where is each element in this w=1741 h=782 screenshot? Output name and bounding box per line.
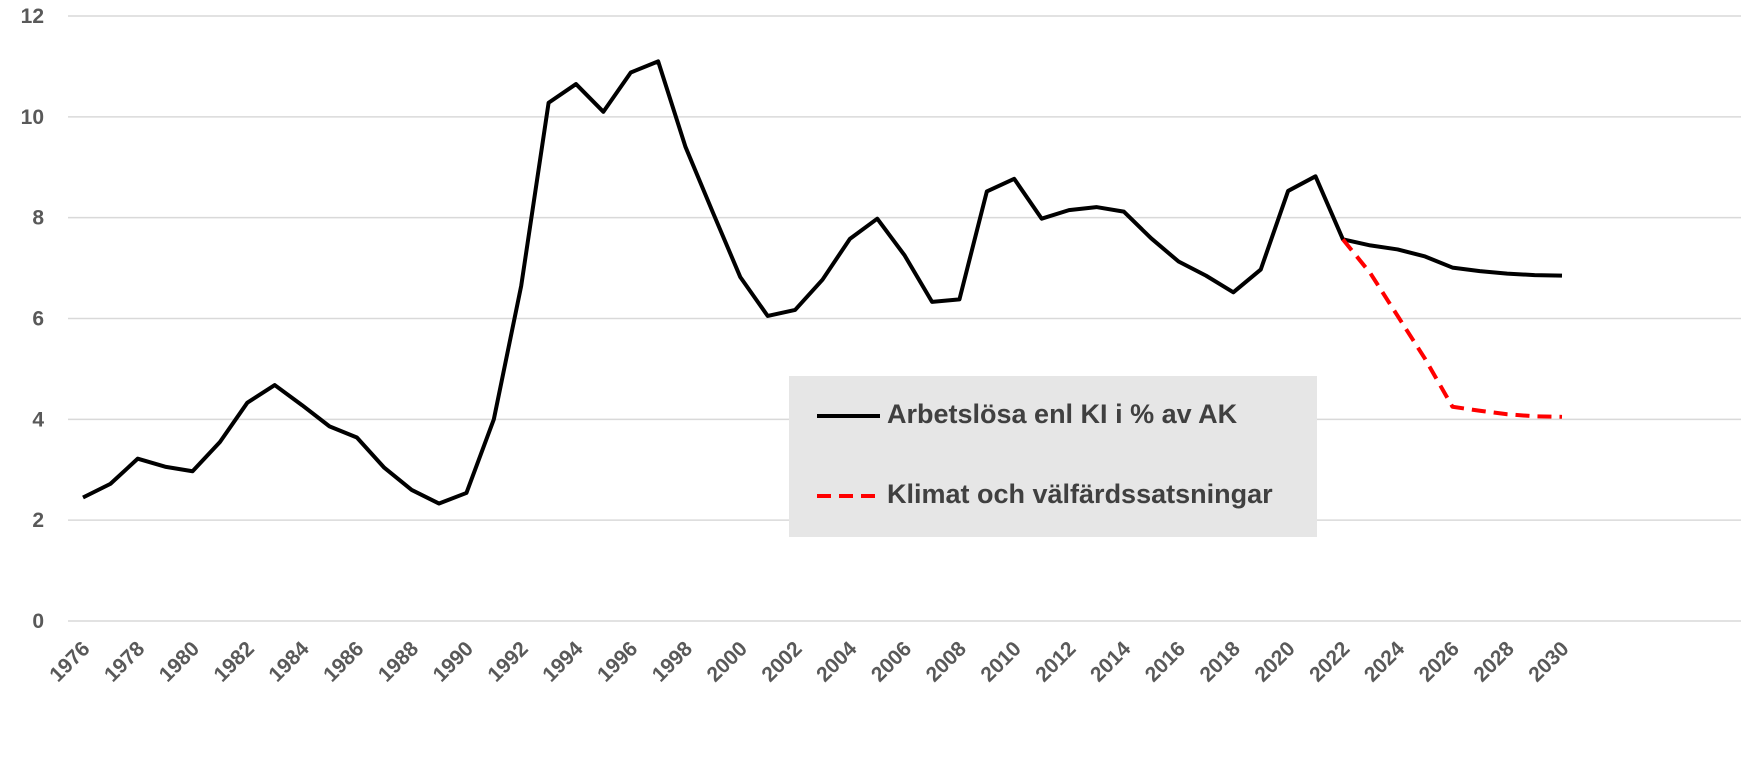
x-tick-label: 1982	[210, 637, 259, 686]
x-tick-label: 1996	[593, 637, 642, 686]
x-tick-label: 2010	[976, 637, 1025, 686]
x-tick-label: 2024	[1360, 637, 1410, 687]
y-tick-label: 4	[32, 408, 44, 431]
legend-label: Arbetslösa enl KI i % av AK	[887, 399, 1238, 429]
x-tick-label: 1988	[374, 637, 424, 687]
x-tick-label: 2004	[812, 637, 862, 687]
x-tick-label: 1984	[264, 637, 314, 687]
legend-label: Klimat och välfärdssatsningar	[887, 479, 1273, 509]
x-tick-label: 2016	[1141, 637, 1190, 686]
legend-box	[789, 376, 1317, 537]
x-tick-label: 2002	[757, 637, 806, 686]
x-tick-label: 1994	[538, 637, 588, 687]
x-tick-label: 2006	[867, 637, 916, 686]
x-tick-label: 2014	[1086, 637, 1136, 687]
x-tick-label: 2012	[1031, 637, 1080, 686]
x-tick-label: 2008	[922, 637, 972, 687]
line-series	[1341, 238, 1563, 419]
x-tick-label: 2020	[1250, 637, 1299, 686]
x-tick-label: 1986	[319, 637, 368, 686]
x-tick-label: 1980	[155, 637, 204, 686]
y-tick-label: 2	[32, 509, 44, 532]
x-tick-label: 2028	[1469, 637, 1519, 687]
y-tick-label: 8	[32, 207, 44, 230]
x-tick-label: 1978	[100, 637, 150, 687]
x-tick-label: 2018	[1196, 637, 1246, 687]
x-tick-label: 2022	[1305, 637, 1354, 686]
x-tick-label: 1998	[648, 637, 698, 687]
x-tick-label: 1992	[483, 637, 532, 686]
y-tick-label: 0	[32, 610, 44, 633]
x-tick-label: 2030	[1524, 637, 1573, 686]
x-tick-label: 1976	[45, 637, 94, 686]
line-series	[82, 59, 1563, 506]
x-tick-label: 2000	[703, 637, 752, 686]
y-tick-label: 12	[21, 5, 44, 28]
x-tick-label: 2026	[1415, 637, 1464, 686]
y-tick-label: 10	[21, 106, 44, 129]
x-tick-label: 1990	[429, 637, 478, 686]
y-tick-label: 6	[32, 308, 44, 331]
